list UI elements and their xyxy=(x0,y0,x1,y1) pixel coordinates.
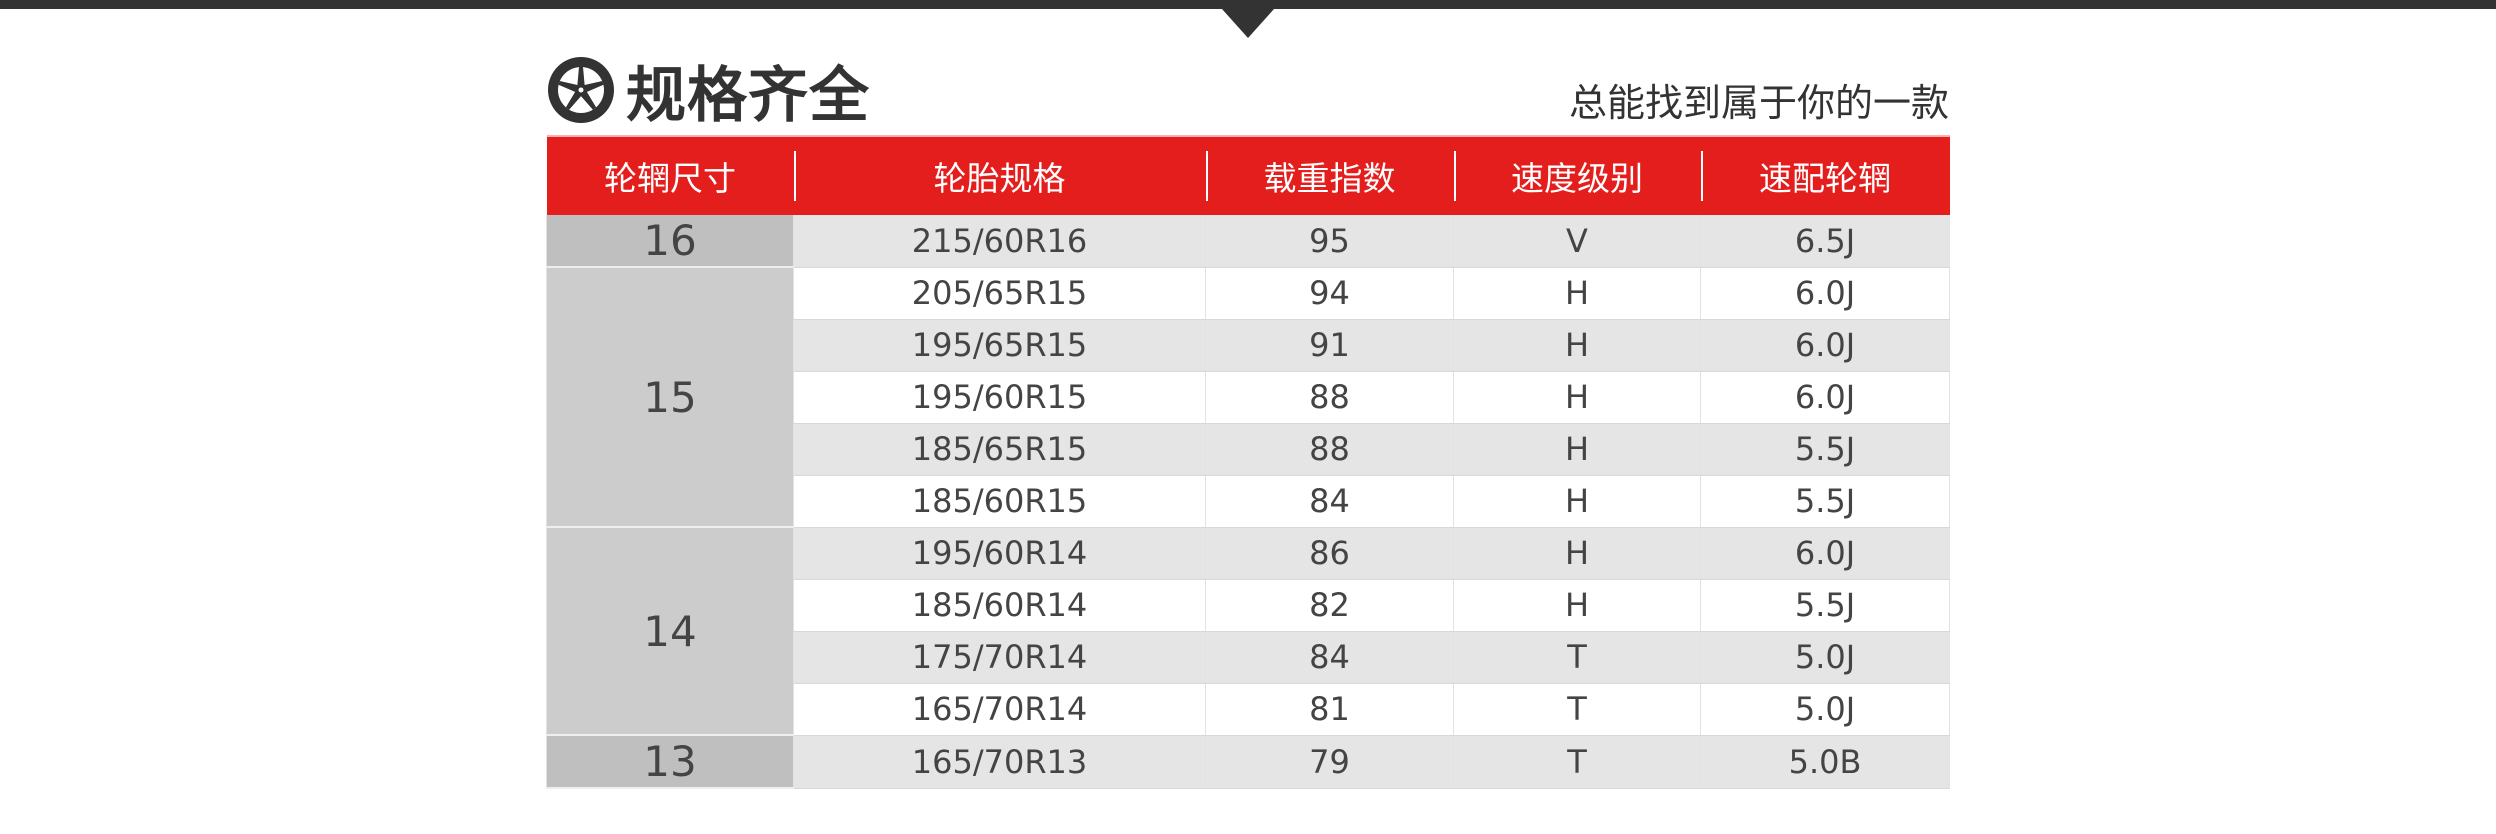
rim-size-cell: 13 xyxy=(546,735,794,789)
rim-width-cell: 5.5J xyxy=(1700,423,1950,476)
load-index-cell: 82 xyxy=(1205,579,1454,632)
rim-size-cell: 15 xyxy=(546,267,794,528)
load-index-cell: 88 xyxy=(1205,371,1454,424)
table-row: 14 195/60R14 86 H 6.0J xyxy=(546,527,1950,736)
section-title: 规格齐全 xyxy=(546,52,870,131)
speed-rating-cell: H xyxy=(1453,475,1701,528)
speed-rating-cell: V xyxy=(1453,215,1701,268)
table-row: 195/60R15 88 H 6.0J xyxy=(547,371,1950,424)
speed-rating-cell: H xyxy=(1453,423,1701,476)
tire-spec-cell: 185/60R15 xyxy=(793,475,1206,528)
load-index-cell: 79 xyxy=(1205,735,1454,789)
column-header: 轮胎规格 xyxy=(793,135,1206,215)
rim-width-cell: 5.5J xyxy=(1700,579,1950,632)
table-row: 185/60R14 82 H 5.5J xyxy=(547,579,1950,632)
load-index-cell: 84 xyxy=(1205,475,1454,528)
column-header: 载重指数 xyxy=(1205,135,1454,215)
speed-rating-cell: H xyxy=(1453,267,1701,320)
tire-spec-cell: 195/65R15 xyxy=(793,319,1206,372)
tire-spec-cell: 185/65R15 xyxy=(793,423,1206,476)
rim-size-cell: 14 xyxy=(546,527,794,736)
tire-spec-cell: 195/60R15 xyxy=(793,371,1206,424)
top-bar xyxy=(0,0,2496,9)
load-index-cell: 81 xyxy=(1205,683,1454,736)
table-row: 165/70R14 81 T 5.0J xyxy=(547,683,1950,736)
load-index-cell: 94 xyxy=(1205,267,1454,320)
wheel-icon xyxy=(548,57,614,123)
table-row: 185/60R15 84 H 5.5J xyxy=(547,475,1950,528)
rim-width-cell: 6.0J xyxy=(1700,371,1950,424)
table-row: 195/65R15 91 H 6.0J xyxy=(547,319,1950,372)
load-index-cell: 86 xyxy=(1205,527,1454,580)
rim-width-cell: 6.0J xyxy=(1700,267,1950,320)
speed-rating-cell: H xyxy=(1453,527,1701,580)
speed-rating-cell: H xyxy=(1453,579,1701,632)
slogan: 总能找到属于你的一款 xyxy=(1568,81,1949,125)
speed-rating-cell: H xyxy=(1453,319,1701,372)
column-header: 轮辋尺寸 xyxy=(546,135,794,215)
table-row: 185/65R15 88 H 5.5J xyxy=(547,423,1950,476)
rim-width-cell: 6.0J xyxy=(1700,527,1950,580)
tire-spec-cell: 205/65R15 xyxy=(793,267,1206,320)
pointer-triangle xyxy=(1222,9,1274,38)
table-row: 175/70R14 84 T 5.0J xyxy=(547,631,1950,684)
tire-spec-cell: 185/60R14 xyxy=(793,579,1206,632)
tire-spec-cell: 165/70R14 xyxy=(793,683,1206,736)
speed-rating-cell: T xyxy=(1453,735,1701,789)
tire-spec-cell: 175/70R14 xyxy=(793,631,1206,684)
rim-width-cell: 5.0J xyxy=(1700,683,1950,736)
spec-table: 轮辋尺寸 轮胎规格 载重指数 速度级别 速配轮辋 16 215/60R16 95 V 6.5J 1… xyxy=(546,135,1950,789)
load-index-cell: 88 xyxy=(1205,423,1454,476)
column-header: 速度级别 xyxy=(1453,135,1701,215)
load-index-cell: 91 xyxy=(1205,319,1454,372)
tire-spec-cell: 195/60R14 xyxy=(793,527,1206,580)
speed-rating-cell: T xyxy=(1453,683,1701,736)
table-row: 13 165/70R13 79 T 5.0B xyxy=(546,735,1950,789)
load-index-cell: 84 xyxy=(1205,631,1454,684)
tire-spec-cell: 215/60R16 xyxy=(793,215,1206,268)
rim-width-cell: 6.5J xyxy=(1700,215,1950,268)
load-index-cell: 95 xyxy=(1205,215,1454,268)
rim-size-cell: 16 xyxy=(546,215,794,268)
table-row: 16 215/60R16 95 V 6.5J xyxy=(546,215,1950,268)
column-header: 速配轮辋 xyxy=(1700,135,1950,215)
speed-rating-cell: H xyxy=(1453,371,1701,424)
tire-spec-cell: 165/70R13 xyxy=(793,735,1206,789)
rim-width-cell: 5.0J xyxy=(1700,631,1950,684)
table-row: 15 205/65R15 94 H 6.0J xyxy=(546,267,1950,528)
rim-width-cell: 5.5J xyxy=(1700,475,1950,528)
rim-width-cell: 5.0B xyxy=(1700,735,1950,789)
page-title: 规格齐全 xyxy=(626,60,870,131)
speed-rating-cell: T xyxy=(1453,631,1701,684)
rim-width-cell: 6.0J xyxy=(1700,319,1950,372)
